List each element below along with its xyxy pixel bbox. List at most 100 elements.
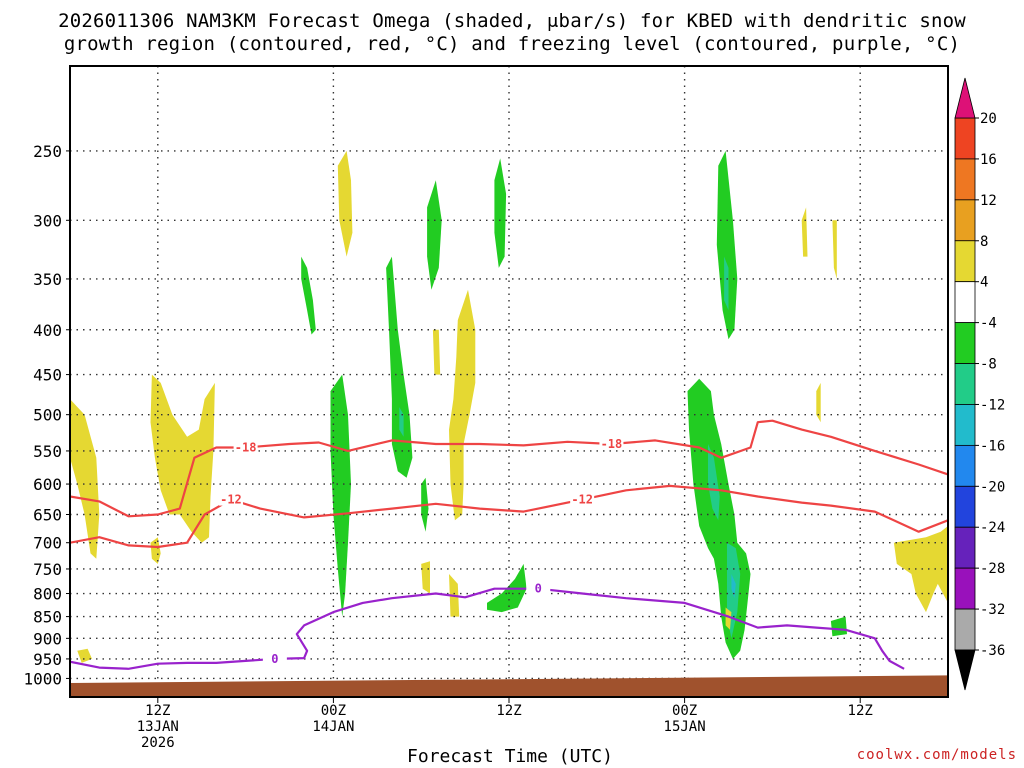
x-tick-label-1-line2: 14JAN xyxy=(312,719,355,735)
omega-region-ascent-11 xyxy=(731,574,736,599)
omega-region-ascent-4 xyxy=(427,180,442,290)
y-tick-label-400: 400 xyxy=(33,321,62,340)
y-tick-label-900: 900 xyxy=(33,629,62,648)
colorbar-bin-4 xyxy=(954,281,976,324)
colorbar-bin-9 xyxy=(954,485,976,528)
contour-label-bg-1-1 xyxy=(570,491,595,506)
contour-label-bg-2-1 xyxy=(526,580,551,595)
omega-region-ascent-8 xyxy=(687,378,751,659)
y-tick-label-300: 300 xyxy=(33,211,62,230)
colorbar-tick-label-13: -36 xyxy=(980,643,1005,659)
omega-region-sink-3 xyxy=(77,648,92,663)
contour-label-bg-0-1 xyxy=(599,435,624,450)
colorbar-tick-label-7: -12 xyxy=(980,397,1005,413)
plot-area: -18 -18 -12 -12 0 0 xyxy=(70,66,948,697)
y-tick-label-550: 550 xyxy=(33,442,62,461)
colorbar-tick-label-9: -20 xyxy=(980,479,1005,495)
omega-region-ascent-12 xyxy=(716,150,738,340)
colorbar-bin-11 xyxy=(954,567,976,610)
contour-label-bg-1-0 xyxy=(218,491,243,506)
omega-region-sink-9 xyxy=(801,207,808,257)
omega-region-sink-7 xyxy=(421,561,430,594)
colorbar-tick-label-5: -4 xyxy=(980,316,997,332)
colorbar-top-arrow xyxy=(954,77,976,119)
colorbar: 20 16 12 8 4 -4 -8 -12 -16 -20 -24 -28 -32 -36 xyxy=(954,77,1005,691)
colorbar-bin-1 xyxy=(954,158,976,201)
omega-region-ascent-13 xyxy=(724,256,729,311)
contour-label-bg-0-0 xyxy=(233,439,258,454)
colorbar-bin-2 xyxy=(954,199,976,242)
contour-label-0-0: -18 xyxy=(235,440,257,454)
x-tick-label-0-line2: 13JAN xyxy=(136,719,179,735)
omega-region-ascent-0 xyxy=(301,256,316,335)
colorbar-tick-label-4: 4 xyxy=(980,275,988,291)
y-tick-label-700: 700 xyxy=(33,534,62,553)
omega-region-sink-4 xyxy=(337,150,353,257)
omega-region-sink-10 xyxy=(832,220,837,279)
y-tick-label-1000: 1000 xyxy=(23,669,62,688)
colorbar-tick-label-12: -32 xyxy=(980,602,1005,618)
y-tick-label-500: 500 xyxy=(33,406,62,425)
y-tick-label-450: 450 xyxy=(33,366,62,385)
colorbar-bin-7 xyxy=(954,404,976,446)
colorbar-bin-8 xyxy=(954,444,976,487)
colorbar-tick-label-8: -16 xyxy=(980,438,1005,454)
colorbar-tick-label-11: -28 xyxy=(980,561,1005,577)
y-tick-label-800: 800 xyxy=(33,585,62,604)
x-tick-label-4-line1: 12Z xyxy=(847,703,873,719)
y-tick-label-250: 250 xyxy=(33,142,62,161)
x-tick-label-0-line3: 2026 xyxy=(140,735,175,751)
credit-link[interactable]: coolwx.com/models xyxy=(856,747,1017,763)
omega-region-ascent-14 xyxy=(830,616,847,637)
colorbar-bin-10 xyxy=(954,526,976,569)
omega-region-sink-12 xyxy=(893,526,948,613)
colorbar-tick-label-10: -24 xyxy=(980,520,1005,536)
contour-label-bg-2-0 xyxy=(262,650,287,665)
y-tick-label-850: 850 xyxy=(33,608,62,627)
omega-region-sink-6 xyxy=(432,329,441,375)
contour-label-0-1: -18 xyxy=(601,437,623,451)
colorbar-tick-label-2: 12 xyxy=(980,193,997,209)
contour-label-1-0: -12 xyxy=(220,493,242,507)
y-tick-label-600: 600 xyxy=(33,475,62,494)
colorbar-tick-label-3: 8 xyxy=(980,234,988,250)
y-tick-label-350: 350 xyxy=(33,270,62,289)
colorbar-bin-6 xyxy=(954,363,976,405)
colorbar-bin-3 xyxy=(954,240,976,283)
x-tick-label-2-line1: 12Z xyxy=(496,703,522,719)
omega-region-sink-1 xyxy=(150,374,215,543)
omega-region-ascent-9 xyxy=(708,444,720,521)
terrain-fill xyxy=(70,675,948,697)
omega-region-sink-11 xyxy=(816,382,821,423)
colorbar-bottom-arrow xyxy=(954,649,976,691)
colorbar-tick-label-0: 20 xyxy=(980,111,997,127)
omega-region-ascent-1 xyxy=(330,374,351,617)
omega-region-sink-0 xyxy=(70,399,100,559)
contour-label-2-1: 0 xyxy=(535,582,542,596)
chart-title-line2: growth region (contoured, red, °C) and f… xyxy=(63,33,961,55)
omega-region-sink-5 xyxy=(449,289,476,521)
colorbar-tick-label-1: 16 xyxy=(980,152,997,168)
chart-title-line1: 2026011306 NAM3KM Forecast Omega (shaded… xyxy=(58,10,966,32)
y-tick-label-650: 650 xyxy=(33,506,62,525)
y-tick-label-750: 750 xyxy=(33,560,62,579)
omega-region-ascent-6 xyxy=(494,158,507,268)
colorbar-tick-label-6: -8 xyxy=(980,357,997,373)
x-axis-label: Forecast Time (UTC) xyxy=(407,746,613,767)
colorbar-bin-0 xyxy=(954,117,976,160)
contour-line-2 xyxy=(70,587,905,670)
y-tick-label-950: 950 xyxy=(33,650,62,669)
x-tick-label-1-line1: 00Z xyxy=(320,703,347,719)
x-tick-label-3-line1: 00Z xyxy=(671,703,698,719)
omega-region-ascent-2 xyxy=(386,256,413,478)
x-tick-label-0-line1: 12Z xyxy=(145,703,171,719)
omega-region-sink-13 xyxy=(725,607,732,630)
colorbar-bin-12 xyxy=(954,608,976,651)
omega-region-sink-2 xyxy=(150,537,161,564)
colorbar-bin-5 xyxy=(954,322,976,364)
contour-label-2-0: 0 xyxy=(271,652,278,666)
contour-line-1 xyxy=(70,484,948,549)
contour-label-1-1: -12 xyxy=(571,493,593,507)
contour-line-0 xyxy=(70,419,948,518)
